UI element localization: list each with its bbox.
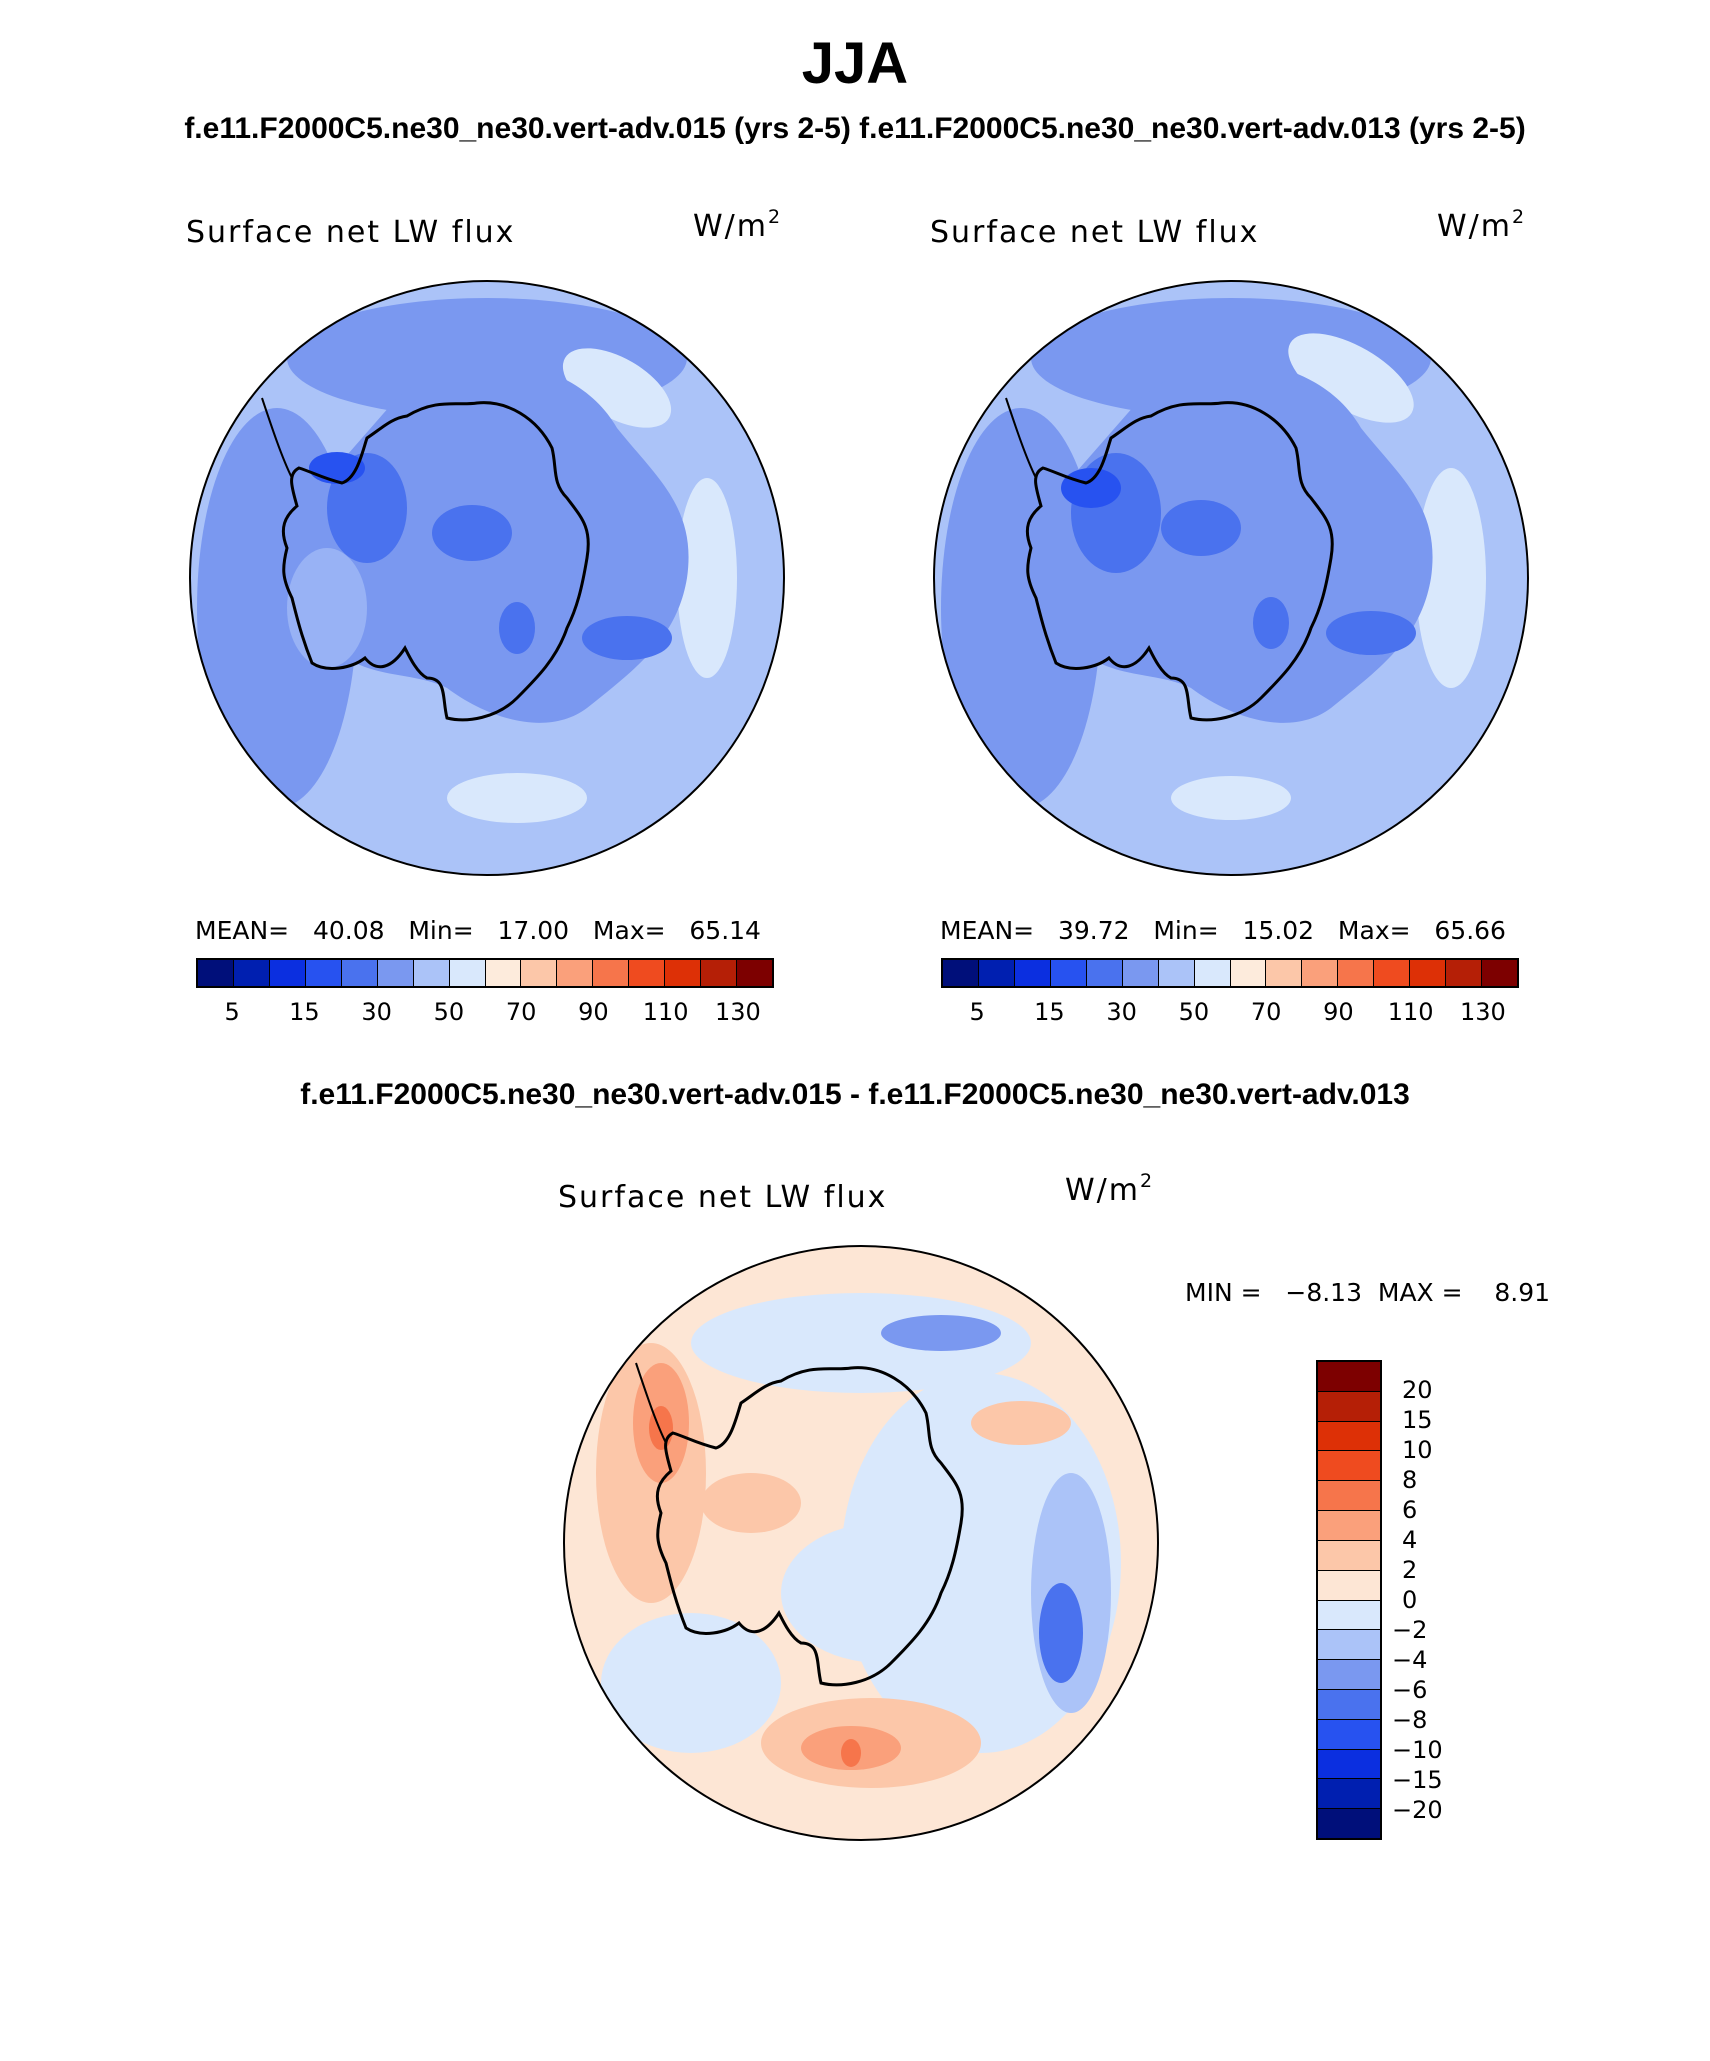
colorbar-swatch (1014, 960, 1051, 986)
colorbar-swatch (1318, 1511, 1380, 1541)
panel1-colorbar (196, 958, 774, 988)
colorbar-swatch (978, 960, 1015, 986)
colorbar-tick-label: 90 (1323, 998, 1354, 1026)
colorbar-swatch (1318, 1570, 1380, 1601)
panel1-stats: MEAN= 40.08 Min= 17.00 Max= 65.14 (195, 916, 761, 945)
panel2-field-name: Surface net LW flux (930, 215, 1260, 250)
colorbar-swatch (1318, 1749, 1380, 1780)
colorbar-tick-label: 130 (1459, 998, 1506, 1026)
colorbar-swatch (413, 960, 450, 986)
colorbar-swatch (521, 960, 558, 986)
colorbar-swatch (1318, 1600, 1380, 1631)
colorbar-swatch (629, 960, 666, 986)
colorbar-swatch (1374, 960, 1411, 986)
colorbar-tick-label: 0 (1402, 1586, 1418, 1614)
colorbar-swatch (1318, 1481, 1380, 1512)
colorbar-swatch (1318, 1362, 1380, 1392)
colorbar-tick-label: −20 (1392, 1796, 1443, 1824)
colorbar-swatch (198, 960, 234, 986)
colorbar-tick-label: 90 (578, 998, 609, 1026)
colorbar-tick-label: 5 (224, 998, 240, 1026)
colorbar-swatch (1194, 960, 1231, 986)
colorbar-swatch (1318, 1421, 1380, 1452)
colorbar-swatch (1122, 960, 1159, 986)
colorbar-tick-label: −15 (1392, 1766, 1443, 1794)
diff-units: W/m2 (1065, 1170, 1155, 1208)
colorbar-swatch (1446, 960, 1483, 986)
panel1-polar-map (189, 280, 785, 876)
colorbar-tick-label: 6 (1402, 1496, 1418, 1524)
diff-polar-map (563, 1245, 1159, 1841)
colorbar-tick-label: 30 (361, 998, 392, 1026)
colorbar-swatch (737, 960, 772, 986)
colorbar-tick-label: −8 (1392, 1706, 1428, 1734)
panel2-colorbar (941, 958, 1519, 988)
colorbar-swatch (1050, 960, 1087, 986)
colorbar-swatch (269, 960, 306, 986)
colorbar-swatch (1230, 960, 1267, 986)
colorbar-tick-label: 130 (714, 998, 761, 1026)
colorbar-swatch (1318, 1391, 1380, 1422)
colorbar-swatch (943, 960, 979, 986)
colorbar-tick-label: 30 (1106, 998, 1137, 1026)
colorbar-swatch (1410, 960, 1447, 986)
colorbar-tick-label: −10 (1392, 1736, 1443, 1764)
colorbar-swatch (449, 960, 486, 986)
colorbar-swatch (1318, 1540, 1380, 1571)
colorbar-tick-label: −6 (1392, 1676, 1428, 1704)
colorbar-tick-label: 110 (642, 998, 689, 1026)
colorbar-tick-label: 10 (1402, 1436, 1433, 1464)
colorbar-swatch (1318, 1451, 1380, 1482)
colorbar-swatch (1158, 960, 1195, 986)
colorbar-tick-label: 70 (505, 998, 537, 1026)
colorbar-swatch (305, 960, 342, 986)
colorbar-tick-label: 110 (1387, 998, 1434, 1026)
panel2-units: W/m2 (1437, 206, 1527, 244)
colorbar-swatch (1266, 960, 1303, 986)
colorbar-swatch (485, 960, 522, 986)
colorbar-tick-label: 50 (1178, 998, 1210, 1026)
colorbar-tick-label: −4 (1392, 1646, 1428, 1674)
colorbar-swatch (377, 960, 414, 986)
difference-title: f.e11.F2000C5.ne30_ne30.vert-adv.015 - f… (300, 1078, 1410, 1111)
colorbar-tick-label: −2 (1392, 1616, 1428, 1644)
panel1-field-name: Surface net LW flux (186, 215, 516, 250)
diff-colorbar (1316, 1360, 1382, 1840)
colorbar-swatch (1302, 960, 1339, 986)
panel2-polar-map (933, 280, 1529, 876)
colorbar-tick-label: 15 (1402, 1406, 1433, 1434)
colorbar-tick-label: 5 (969, 998, 985, 1026)
colorbar-swatch (701, 960, 738, 986)
colorbar-swatch (1318, 1630, 1380, 1661)
colorbar-swatch (341, 960, 378, 986)
colorbar-swatch (1318, 1779, 1380, 1810)
panel2-stats: MEAN= 39.72 Min= 15.02 Max= 65.66 (940, 916, 1506, 945)
colorbar-swatch (1318, 1689, 1380, 1720)
colorbar-tick-label: 4 (1402, 1526, 1418, 1554)
colorbar-swatch (665, 960, 702, 986)
colorbar-tick-label: 15 (289, 998, 320, 1026)
diff-stats: MIN = −8.13 MAX = 8.91 (1185, 1278, 1551, 1307)
colorbar-swatch (1482, 960, 1517, 986)
colorbar-tick-label: 15 (1034, 998, 1065, 1026)
season-title: JJA (801, 31, 909, 96)
colorbar-tick-label: 70 (1250, 998, 1282, 1026)
colorbar-swatch (233, 960, 270, 986)
colorbar-swatch (1318, 1719, 1380, 1750)
colorbar-swatch (593, 960, 630, 986)
case-titles: f.e11.F2000C5.ne30_ne30.vert-adv.015 (yr… (184, 112, 1526, 145)
colorbar-tick-label: 8 (1402, 1466, 1418, 1494)
diff-field-name: Surface net LW flux (558, 1180, 888, 1215)
colorbar-tick-label: 2 (1402, 1556, 1418, 1584)
colorbar-tick-label: 50 (433, 998, 465, 1026)
colorbar-swatch (1318, 1809, 1380, 1838)
colorbar-tick-label: 20 (1402, 1376, 1433, 1404)
colorbar-swatch (1318, 1660, 1380, 1690)
colorbar-swatch (557, 960, 594, 986)
colorbar-swatch (1086, 960, 1123, 986)
colorbar-swatch (1338, 960, 1375, 986)
panel1-units: W/m2 (693, 206, 783, 244)
